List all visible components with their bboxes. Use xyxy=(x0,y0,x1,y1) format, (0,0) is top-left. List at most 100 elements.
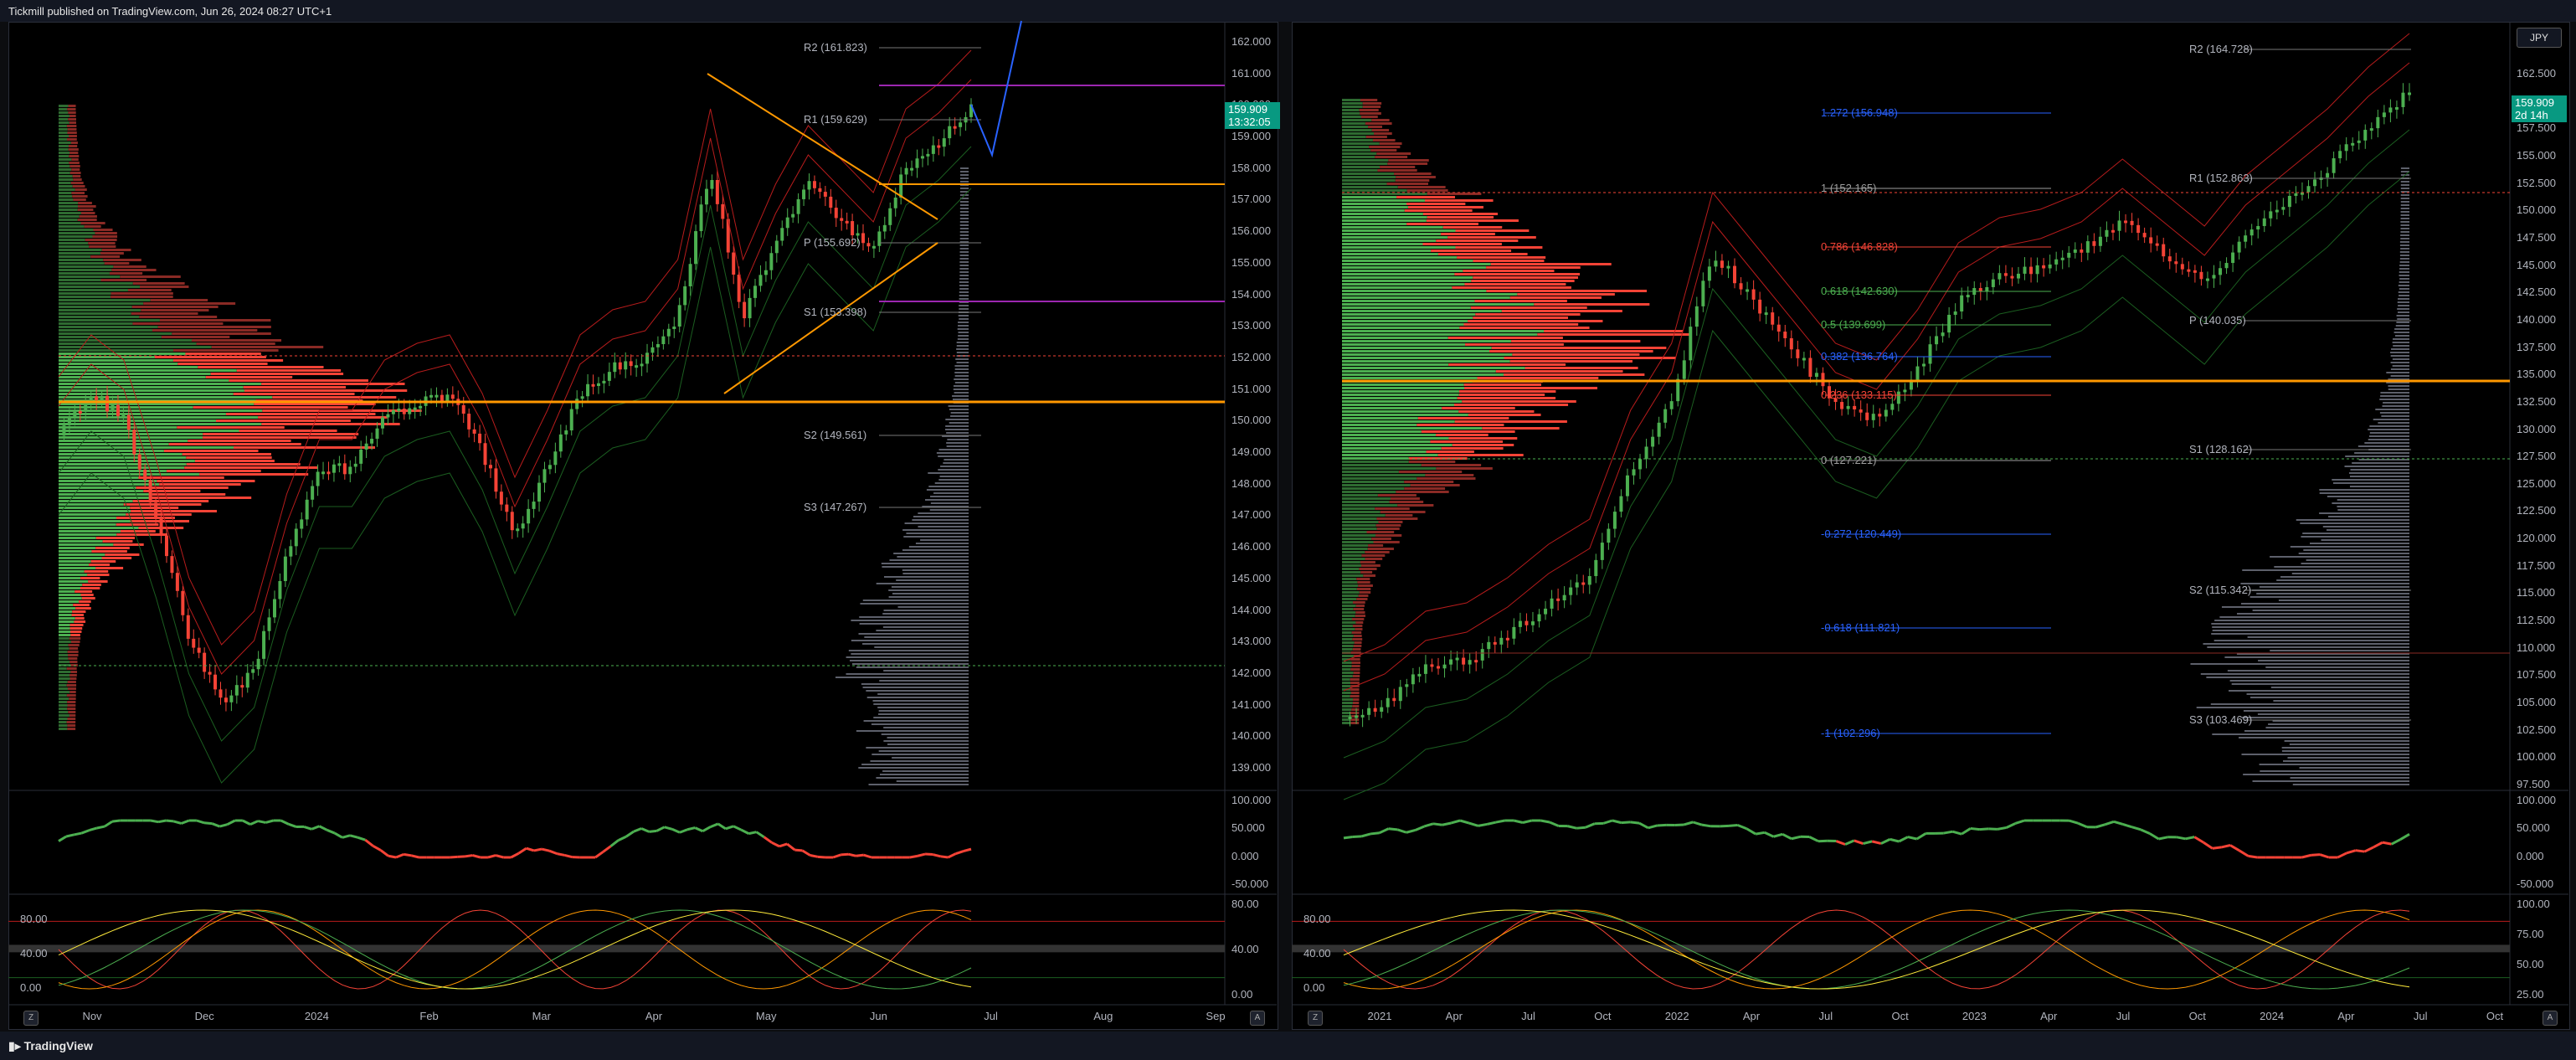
candle-down xyxy=(175,573,179,591)
candle-up xyxy=(1411,674,1415,685)
candle-up xyxy=(1537,614,1541,622)
volume-profile-bar-up xyxy=(59,369,237,372)
session-profile-bar xyxy=(2399,261,2409,263)
session-profile-bar xyxy=(897,606,969,608)
session-profile-bar xyxy=(2224,656,2409,658)
oscillator-segment xyxy=(1755,831,1766,836)
volume-profile-bar-up xyxy=(1342,276,1473,279)
upper-band xyxy=(58,49,972,646)
session-profile-bar xyxy=(858,767,969,769)
volume-profile-bar-up xyxy=(59,654,69,656)
session-profile-bar xyxy=(2287,757,2409,759)
candle-up xyxy=(2048,264,2052,269)
candle-up xyxy=(2369,128,2373,131)
volume-profile-bar-down xyxy=(131,510,217,512)
price-tick-label: 102.500 xyxy=(2517,723,2556,736)
candle-up xyxy=(2244,235,2248,242)
session-profile-bar xyxy=(918,512,969,514)
volume-profile-bar-down xyxy=(1421,464,1482,466)
candle-up xyxy=(2401,92,2405,107)
session-profile-bar xyxy=(2400,171,2409,172)
session-profile-bar xyxy=(959,244,969,246)
volume-profile-bar-down xyxy=(1373,541,1400,543)
candle-down xyxy=(1833,398,1838,403)
oscillator-segment xyxy=(1414,825,1425,831)
candle-up xyxy=(764,270,768,275)
volume-profile-bar-up xyxy=(59,470,167,472)
volume-profile-bar-down xyxy=(1448,437,1518,440)
volume-profile-bar-down xyxy=(172,332,271,335)
oscillator-segment xyxy=(1746,827,1756,836)
candle-down xyxy=(342,463,347,475)
candle-down xyxy=(461,404,465,414)
session-profile-bar xyxy=(2219,616,2409,618)
right-auto-scale-button[interactable]: A xyxy=(2543,1011,2558,1026)
candle-up xyxy=(699,204,703,232)
volume-profile-bar-down xyxy=(101,249,131,251)
volume-profile-bar-down xyxy=(233,393,355,395)
volume-profile-bar-up xyxy=(59,503,124,506)
candle-up xyxy=(948,126,952,139)
candle-up xyxy=(1638,459,1643,470)
session-profile-bar xyxy=(940,466,969,467)
session-profile-bar xyxy=(957,328,969,330)
session-profile-bar xyxy=(948,405,969,407)
volume-profile-bar-up xyxy=(1342,497,1391,500)
candle-down xyxy=(326,471,331,475)
volume-profile-bar-down xyxy=(1426,450,1474,453)
volume-profile-bar-down xyxy=(132,500,209,502)
session-profile-bar xyxy=(896,579,969,581)
session-profile-bar xyxy=(2212,626,2409,628)
session-profile-bar xyxy=(2265,666,2409,668)
session-profile-bar xyxy=(2273,700,2409,702)
oscillator-segment xyxy=(1684,821,1694,826)
volume-profile-bar-up xyxy=(59,185,73,188)
volume-profile-bar-down xyxy=(192,339,282,342)
volume-profile-bar-down xyxy=(149,497,252,499)
volume-profile-bar-down xyxy=(1355,621,1364,624)
volume-profile-bar-down xyxy=(1353,635,1362,637)
session-profile-bar xyxy=(959,238,969,239)
volume-profile-bar-down xyxy=(1525,367,1638,369)
session-profile-bar xyxy=(2390,352,2409,353)
candle-up xyxy=(2256,225,2260,230)
oscillator-segment xyxy=(810,854,819,858)
left-chart-panel[interactable] xyxy=(8,22,1278,1030)
session-profile-bar xyxy=(2190,663,2409,665)
time-axis-label: Oct xyxy=(2486,1010,2504,1022)
right-zoom-button[interactable]: Z xyxy=(1308,1011,1323,1026)
volume-profile-bar-up xyxy=(59,708,68,710)
volume-profile-bar-up xyxy=(1342,306,1471,309)
volume-profile-bar-up xyxy=(1342,618,1352,620)
volume-profile-bar-up xyxy=(59,359,173,362)
volume-profile-bar-down xyxy=(1366,531,1395,533)
volume-profile-bar-up xyxy=(59,286,140,288)
volume-profile-bar-up xyxy=(1342,561,1360,563)
currency-button[interactable]: JPY xyxy=(2517,28,2562,48)
volume-profile-bar-down xyxy=(186,456,272,459)
session-profile-bar xyxy=(882,626,969,628)
tradingview-logo[interactable]: ▮▸ TradingView xyxy=(8,1039,93,1053)
volume-profile-bar-down xyxy=(1360,571,1373,574)
oscillator-segment xyxy=(2131,826,2142,831)
session-profile-bar xyxy=(2400,181,2409,183)
volume-profile-bar-up xyxy=(1342,266,1487,269)
session-profile-bar xyxy=(858,633,969,635)
right-countdown: 2d 14h xyxy=(2515,109,2548,121)
session-profile-bar xyxy=(959,221,969,223)
left-zoom-button[interactable]: Z xyxy=(23,1011,39,1026)
oscillator-tick-label: -50.000 xyxy=(2517,877,2554,890)
volume-profile-bar-down xyxy=(1473,276,1579,279)
left-auto-scale-button[interactable]: A xyxy=(1250,1011,1265,1026)
volume-profile-bar-down xyxy=(161,336,230,338)
volume-profile-bar-up xyxy=(1342,615,1355,617)
session-profile-bar xyxy=(881,733,969,735)
oscillator-segment xyxy=(1638,821,1649,830)
volume-profile-bar-up xyxy=(1342,373,1504,376)
volume-profile-bar-down xyxy=(116,517,175,519)
volume-profile-bar-up xyxy=(59,235,93,238)
volume-profile-bar-up xyxy=(1342,551,1365,553)
volume-profile-bar-up xyxy=(1342,507,1375,510)
candle-up xyxy=(229,695,234,702)
